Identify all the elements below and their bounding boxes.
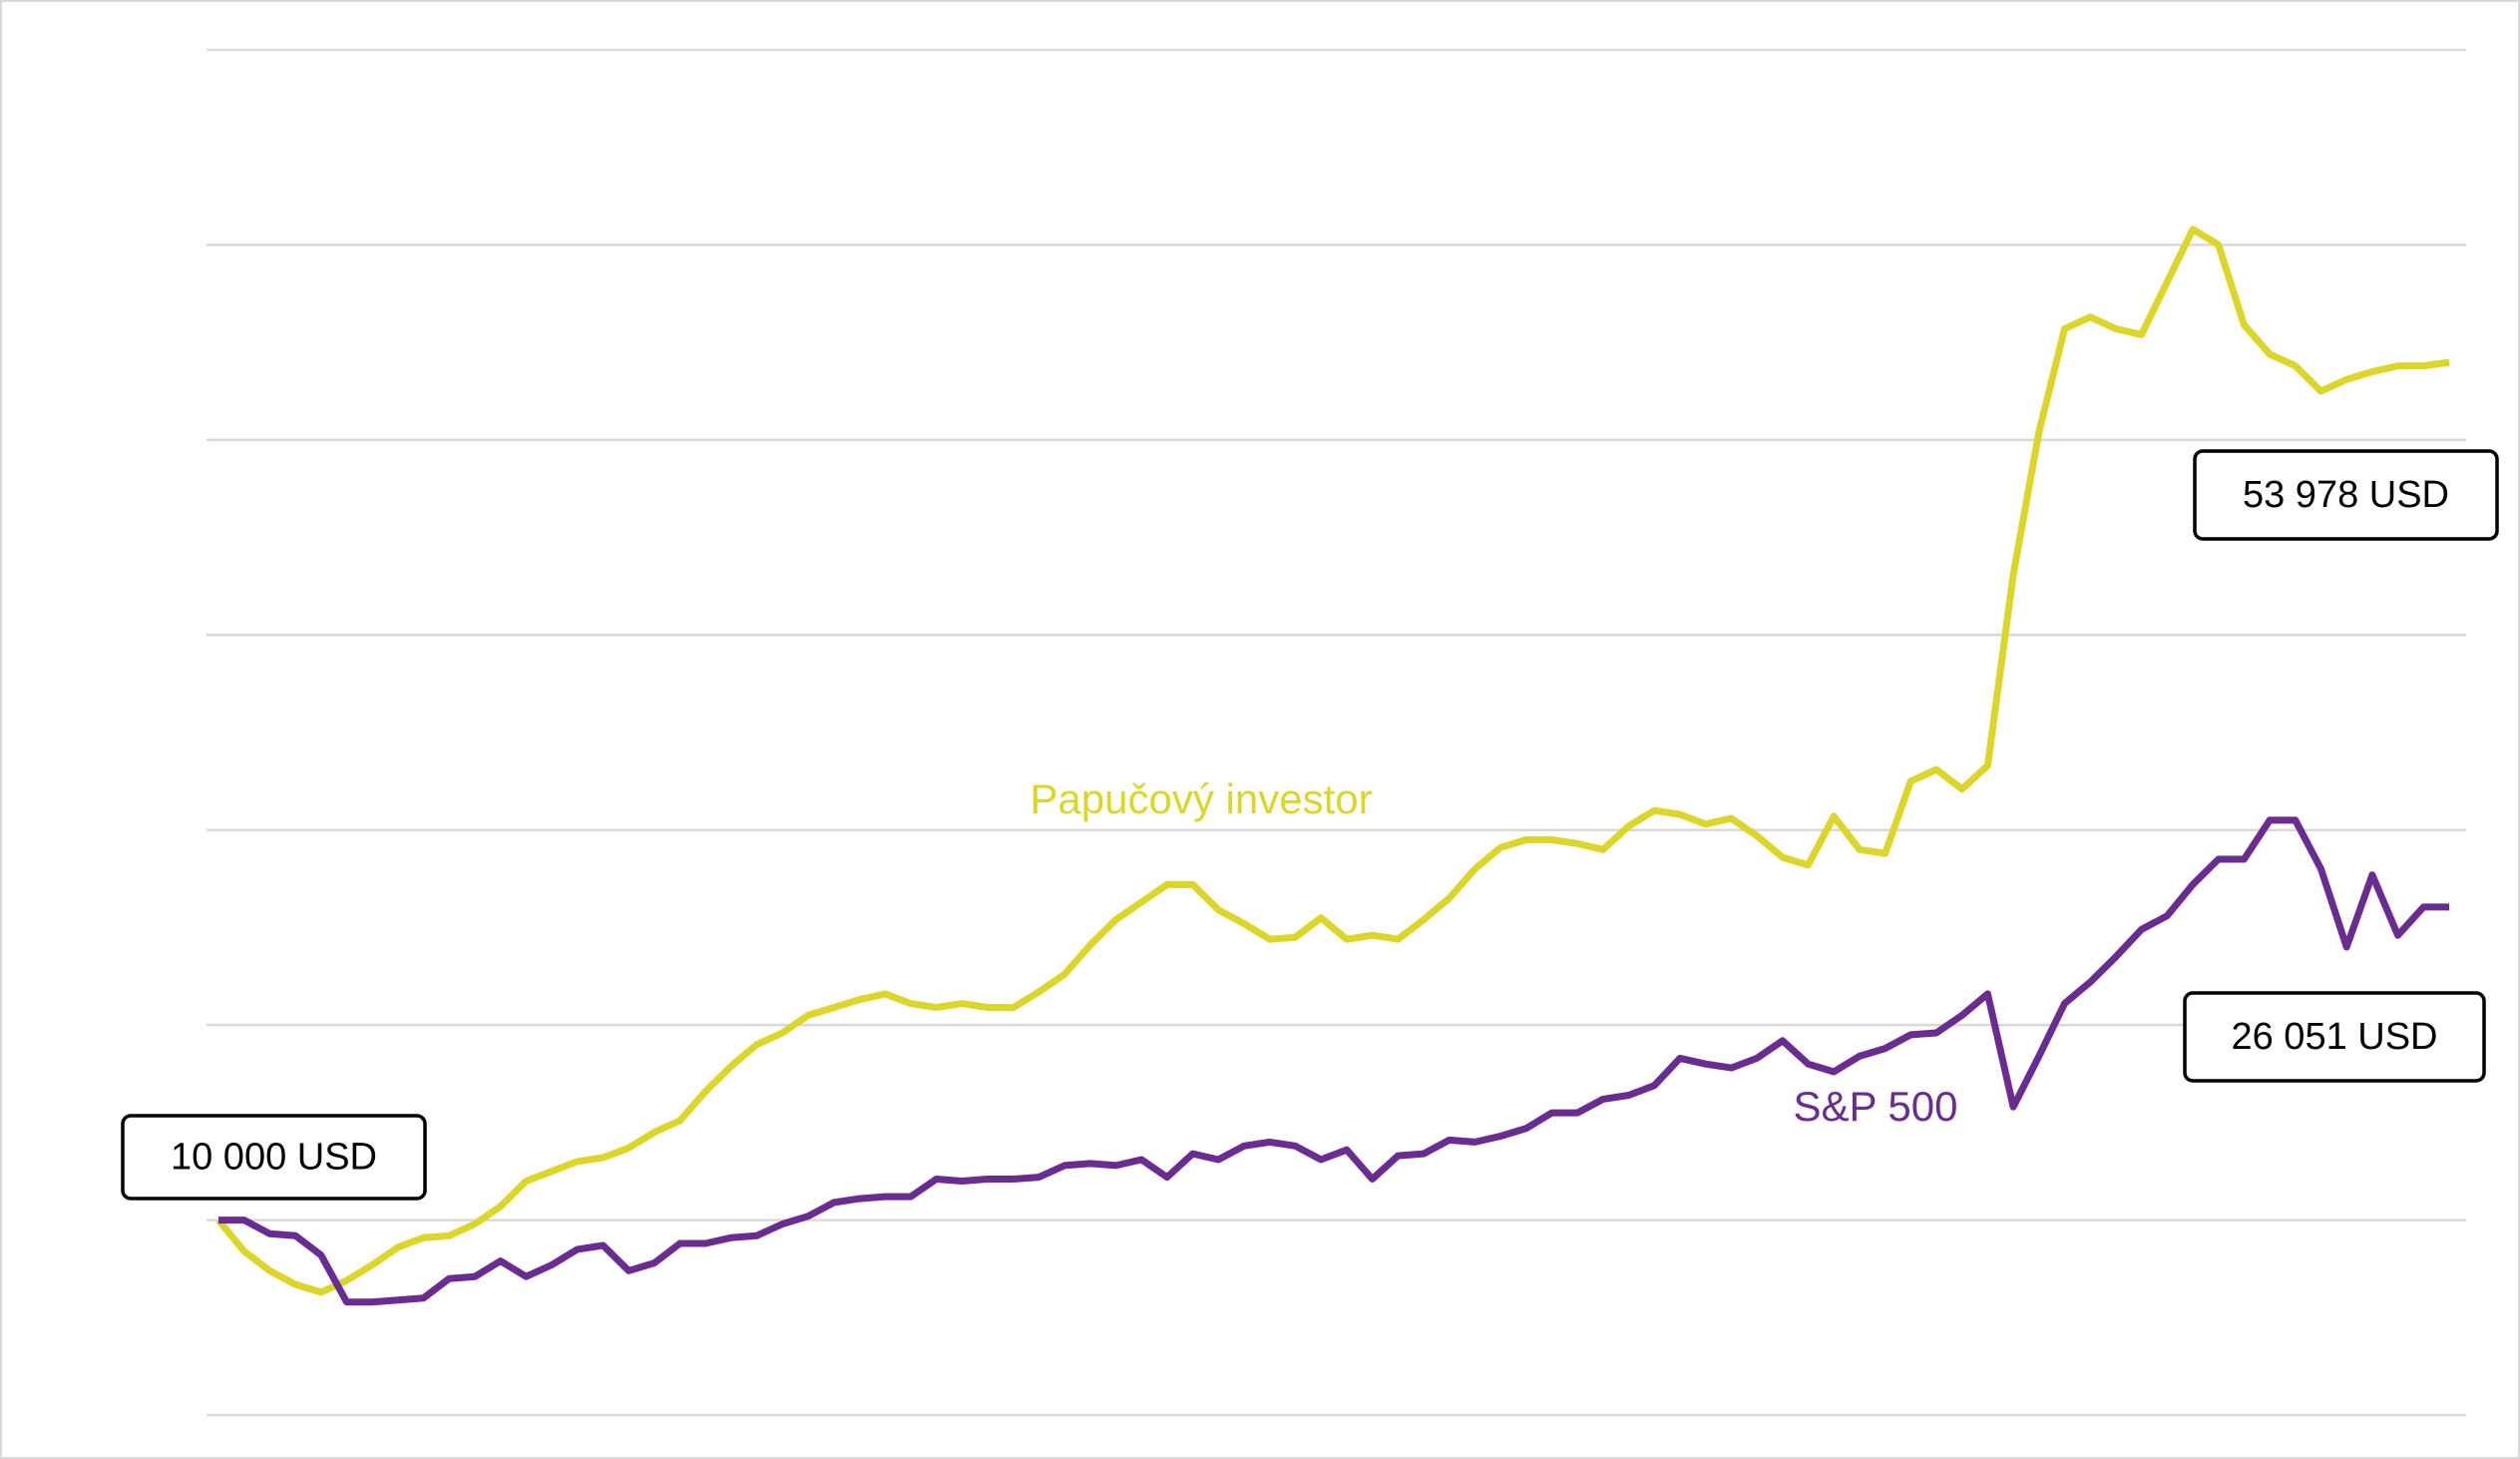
series-line [215,226,2450,1296]
annotation-label: 10 000 USD [171,1137,377,1179]
annotation-box [2183,991,2486,1083]
series-line [218,816,2449,1306]
series-label: S&P 500 [1793,1083,1957,1130]
annotation-box [2193,449,2499,541]
annotation-box [121,1114,427,1201]
series-label: Papučový investor [1030,775,1372,822]
annotation-label: 53 978 USD [2243,474,2449,516]
annotation-label: 26 051 USD [2231,1016,2437,1058]
